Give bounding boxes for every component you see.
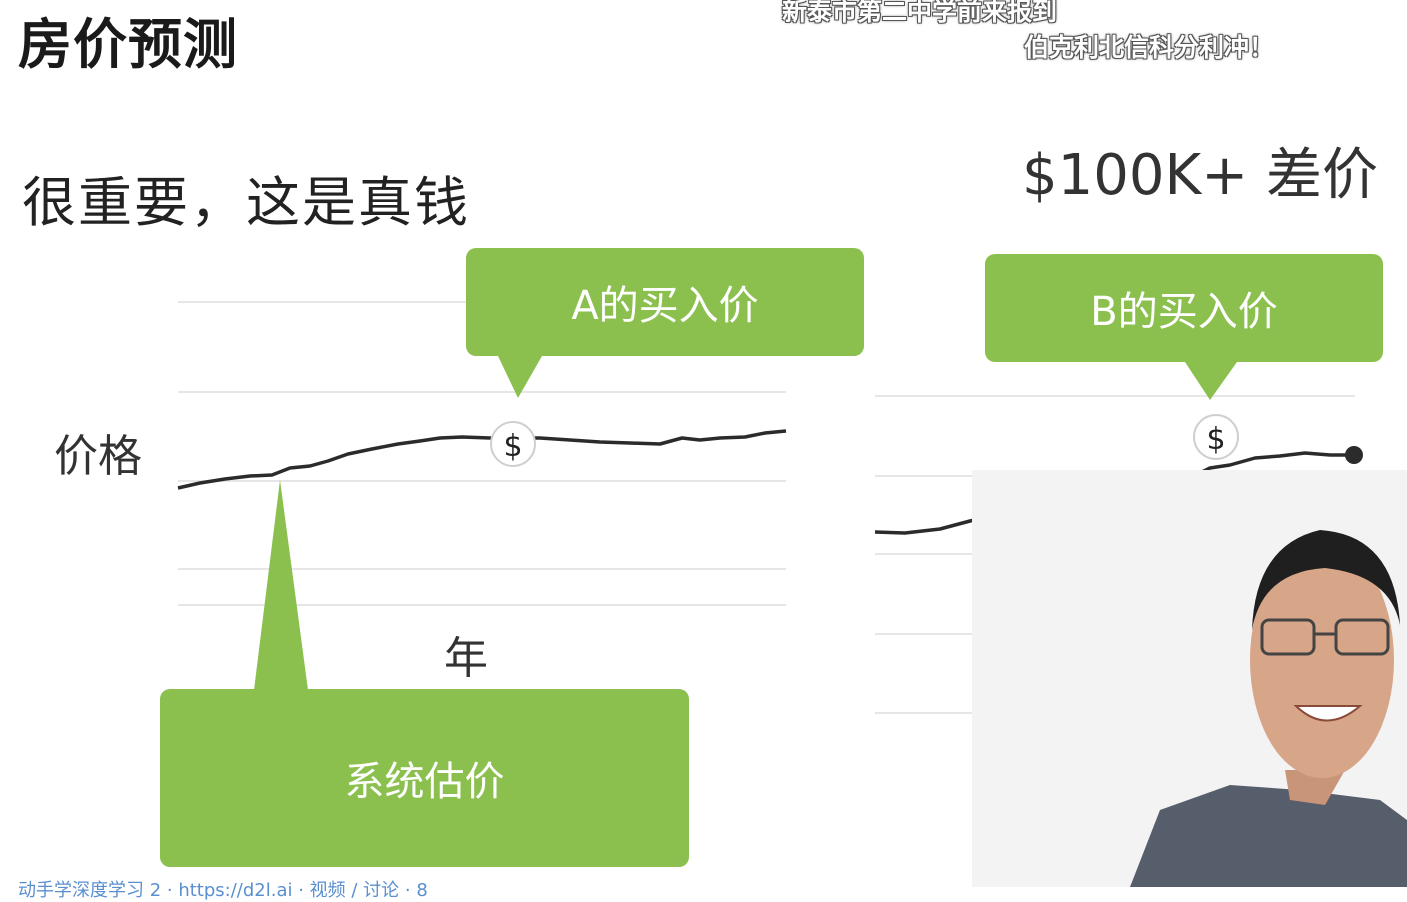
- left-price-line: [177, 429, 787, 490]
- callout-b-pointer: [1185, 362, 1237, 400]
- y-axis-label: 价格: [54, 431, 142, 482]
- callout-system-estimate: 系统估价: [160, 689, 689, 867]
- callout-system-pointer: [254, 480, 308, 690]
- callout-buyer-a-label: A的买入价: [571, 283, 759, 329]
- slide-title: 房价预测: [18, 13, 238, 76]
- price-difference-headline: $100K+ 差价: [1022, 143, 1378, 208]
- callout-buyer-b: B的买入价: [985, 254, 1383, 362]
- dollar-icon: $: [503, 429, 522, 464]
- footer-link[interactable]: 动手学深度学习 2 · https://d2l.ai · 视频 / 讨论 · 8: [18, 880, 428, 901]
- dollar-marker-b: $: [1193, 414, 1239, 460]
- presenter-video: [972, 470, 1407, 887]
- dollar-marker-a: $: [490, 421, 536, 467]
- slide-subtitle: 很重要，这是真钱: [22, 171, 470, 234]
- danmaku-comment: 新泰市第二中学前来报到: [782, 0, 1058, 26]
- x-axis-label: 年: [444, 633, 488, 684]
- dollar-icon: $: [1206, 422, 1225, 457]
- callout-buyer-b-label: B的买入价: [1090, 289, 1278, 335]
- callout-system-estimate-label: 系统估价: [344, 759, 505, 805]
- danmaku-comment: 伯克利北信科分利冲！: [1024, 33, 1275, 62]
- callout-a-pointer: [498, 356, 542, 398]
- callout-buyer-a: A的买入价: [466, 248, 864, 356]
- right-line-endpoint: [1345, 446, 1363, 464]
